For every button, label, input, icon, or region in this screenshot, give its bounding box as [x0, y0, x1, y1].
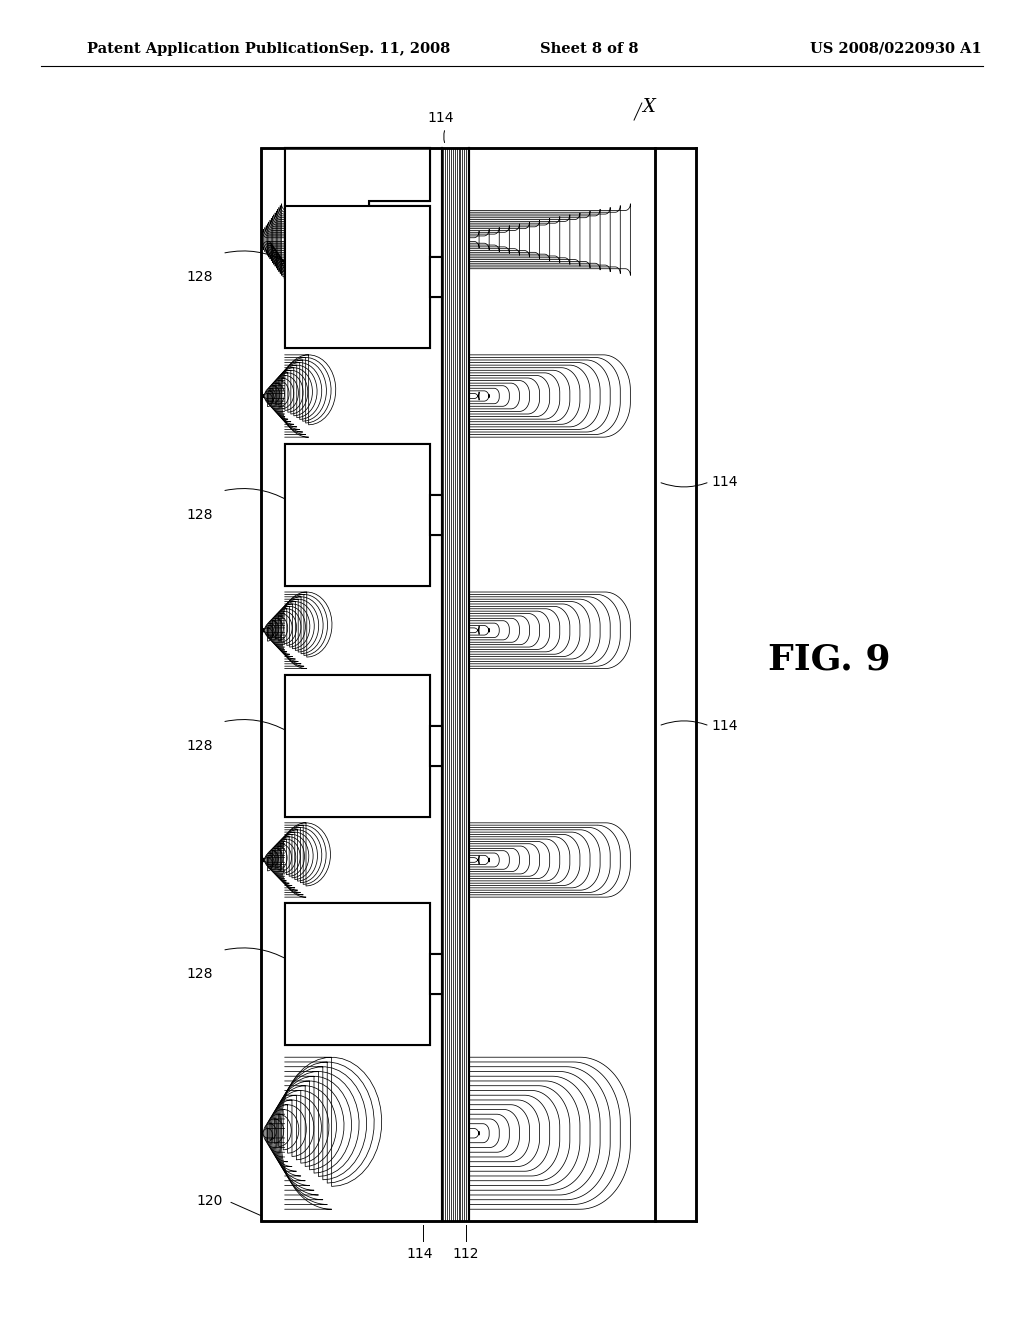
- Bar: [430, 954, 442, 994]
- Bar: [430, 954, 442, 994]
- Text: US 2008/0220930 A1: US 2008/0220930 A1: [810, 42, 982, 55]
- Bar: [285, 206, 430, 348]
- Text: FIG. 9: FIG. 9: [768, 643, 891, 677]
- Text: 114: 114: [427, 111, 454, 125]
- Bar: [430, 495, 442, 535]
- Bar: [285, 675, 430, 817]
- Text: 112: 112: [453, 1247, 479, 1262]
- Polygon shape: [285, 148, 430, 273]
- Text: 114: 114: [712, 719, 738, 733]
- Bar: [430, 726, 442, 766]
- Bar: [285, 206, 430, 348]
- Bar: [285, 903, 430, 1045]
- Text: Sep. 11, 2008: Sep. 11, 2008: [339, 42, 450, 55]
- Text: 128: 128: [186, 271, 213, 284]
- Polygon shape: [285, 148, 430, 273]
- Bar: [285, 444, 430, 586]
- Text: X: X: [642, 98, 654, 116]
- Text: 128: 128: [186, 508, 213, 521]
- Bar: [285, 903, 430, 1045]
- Text: 114: 114: [712, 475, 738, 488]
- Bar: [261, 148, 655, 1221]
- Text: Patent Application Publication: Patent Application Publication: [87, 42, 339, 55]
- Bar: [285, 675, 430, 817]
- Bar: [285, 444, 430, 586]
- Bar: [430, 495, 442, 535]
- Text: Sheet 8 of 8: Sheet 8 of 8: [540, 42, 638, 55]
- Text: 114: 114: [407, 1247, 433, 1262]
- Text: 128: 128: [186, 739, 213, 752]
- Bar: [430, 726, 442, 766]
- Text: 120: 120: [197, 1193, 223, 1208]
- Text: 128: 128: [186, 968, 213, 981]
- Bar: [261, 148, 655, 1221]
- Bar: [430, 257, 442, 297]
- Bar: [430, 257, 442, 297]
